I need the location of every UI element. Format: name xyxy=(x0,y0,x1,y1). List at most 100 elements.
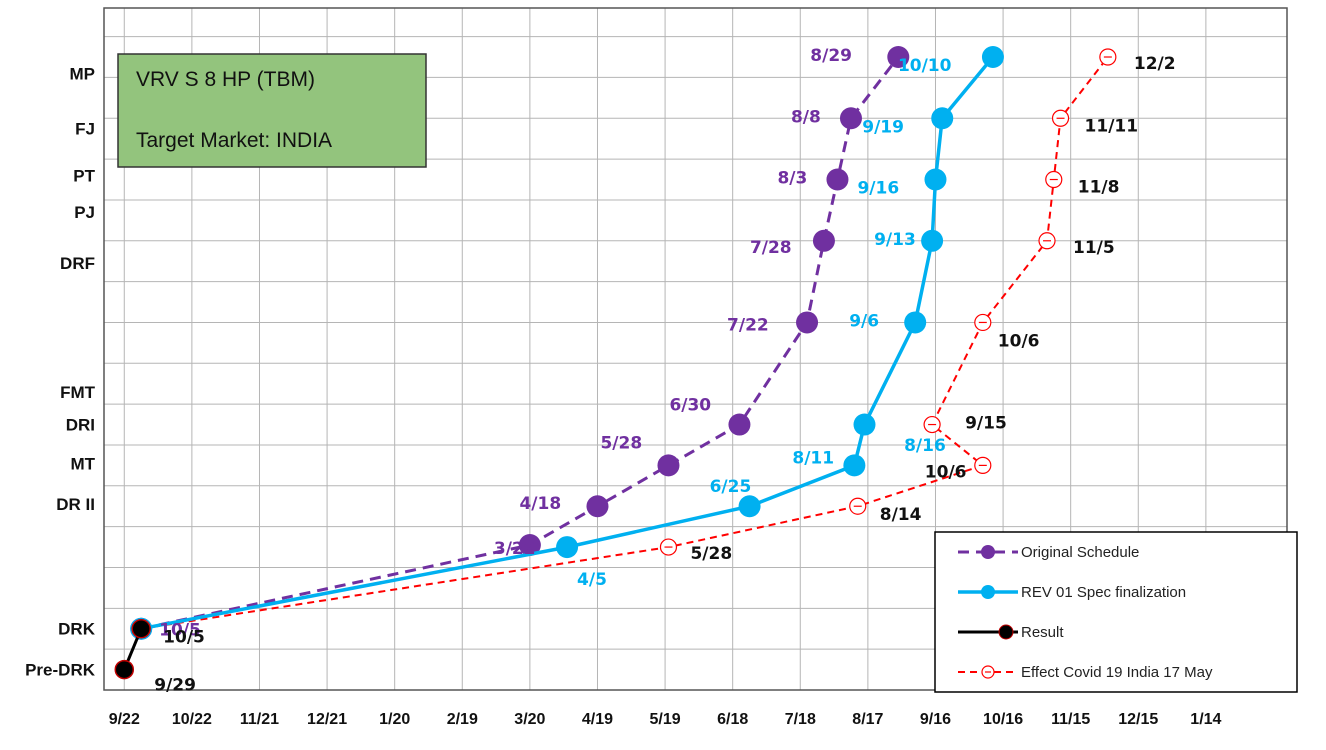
data-label-rev-01-spec-finalization: 10/10 xyxy=(898,56,952,76)
y-tick-label: FJ xyxy=(75,119,95,138)
data-label-rev-01-spec-finalization: 9/19 xyxy=(862,117,904,137)
data-label-original-schedule: 8/8 xyxy=(791,107,821,127)
x-tick-label: 11/15 xyxy=(1051,711,1090,728)
data-label-original-schedule: 8/3 xyxy=(777,169,807,189)
legend-marker xyxy=(981,545,995,559)
y-tick-label: Pre-DRK xyxy=(25,661,96,680)
data-label-original-schedule: 3/22 xyxy=(494,539,536,559)
y-tick-label: DRI xyxy=(66,416,95,435)
x-tick-label: 2/19 xyxy=(447,711,478,728)
y-axis-ticks: MP FJ PT PJ DRF FMT DRI MT DR II DRK Pre-DRK xyxy=(25,64,96,679)
data-label-effect-covid-19-india-17-may: 9/15 xyxy=(965,414,1007,434)
data-point-rev-01-spec-finalization xyxy=(921,229,944,252)
data-point-original-schedule xyxy=(586,495,609,518)
legend-label: REV 01 Spec finalization xyxy=(1021,584,1186,601)
data-point-original-schedule xyxy=(518,534,541,557)
y-tick-label: DRK xyxy=(58,620,96,639)
info-box-background xyxy=(117,53,427,168)
x-tick-label: 4/19 xyxy=(582,711,613,728)
data-point-rev-01-spec-finalization xyxy=(843,454,866,477)
data-point-rev-01-spec-finalization xyxy=(924,168,947,191)
data-label-original-schedule: 8/29 xyxy=(810,46,852,66)
y-tick-label: PJ xyxy=(74,203,95,222)
y-tick-label: DR II xyxy=(56,495,95,514)
x-tick-label: 8/17 xyxy=(852,711,883,728)
legend-label: Effect Covid 19 India 17 May xyxy=(1021,664,1213,681)
series-layer xyxy=(114,46,1117,680)
legend-marker xyxy=(998,624,1014,640)
data-point-rev-01-spec-finalization xyxy=(556,536,579,559)
data-point-original-schedule xyxy=(796,311,819,334)
series-line-original-schedule xyxy=(140,56,900,631)
data-label-effect-covid-19-india-17-may: 5/28 xyxy=(690,544,732,564)
x-tick-label: 12/15 xyxy=(1118,711,1158,728)
data-point-result xyxy=(131,618,151,639)
x-tick-label: 11/21 xyxy=(240,711,279,728)
data-label-original-schedule: 4/18 xyxy=(519,494,561,514)
data-point-rev-01-spec-finalization xyxy=(931,107,954,130)
data-label-original-schedule: 6/30 xyxy=(669,396,711,416)
data-label-rev-01-spec-finalization: 8/11 xyxy=(792,448,834,468)
data-point-original-schedule xyxy=(887,46,910,69)
data-point-original-schedule xyxy=(826,168,849,191)
legend-marker xyxy=(981,585,995,599)
series-line-rev-01-spec-finalization xyxy=(140,55,995,631)
data-point-original-schedule xyxy=(728,413,751,436)
x-tick-label: 1/20 xyxy=(379,711,410,728)
data-label-effect-covid-19-india-17-may: 10/6 xyxy=(998,331,1040,351)
x-tick-label: 10/22 xyxy=(172,711,212,728)
data-label-rev-01-spec-finalization: 4/5 xyxy=(577,570,607,590)
data-point-original-schedule xyxy=(812,229,835,252)
data-label-effect-covid-19-india-17-may: 11/8 xyxy=(1078,178,1120,198)
series-line-effect-covid-19-india-17-may xyxy=(141,56,1109,630)
data-point-original-schedule xyxy=(657,454,680,477)
data-label-effect-covid-19-india-17-may: 11/11 xyxy=(1085,116,1139,136)
data-label-rev-01-spec-finalization: 6/25 xyxy=(710,477,752,497)
info-box-line1: VRV S 8 HP (TBM) xyxy=(136,68,315,91)
data-label-original-schedule: 7/28 xyxy=(750,238,792,258)
legend-label: Result xyxy=(1021,624,1064,641)
data-label-effect-covid-19-india-17-may: 12/2 xyxy=(1134,54,1176,74)
data-label-original-schedule: 7/22 xyxy=(727,315,769,335)
data-label-original-schedule: 5/28 xyxy=(600,433,642,453)
x-tick-label: 5/19 xyxy=(650,711,681,728)
x-tick-label: 10/16 xyxy=(983,711,1023,728)
data-label-rev-01-spec-finalization: 9/6 xyxy=(849,311,879,331)
x-tick-label: 1/14 xyxy=(1190,711,1221,728)
data-label-extra: 8/16 xyxy=(904,436,946,456)
y-tick-label: PT xyxy=(73,166,95,185)
data-point-rev-01-spec-finalization xyxy=(904,311,927,334)
legend-frame xyxy=(934,531,1298,693)
data-label-original-schedule: 10/5 xyxy=(159,621,201,641)
data-label-effect-covid-19-india-17-may: 10/6 xyxy=(925,462,967,482)
data-point-original-schedule xyxy=(839,107,862,130)
data-label-effect-covid-19-india-17-may: 8/14 xyxy=(880,505,922,525)
x-tick-label: 9/16 xyxy=(920,711,951,728)
data-point-result xyxy=(114,659,135,680)
data-label-result: 10/5 xyxy=(163,628,205,648)
x-axis-ticks: 9/22 10/22 11/21 12/21 1/20 2/19 3/20 4/19 5/19 6… xyxy=(109,711,1222,728)
y-tick-label: FMT xyxy=(60,383,96,402)
info-box-line2: Target Market: INDIA xyxy=(136,129,332,152)
data-label-rev-01-spec-finalization: 9/13 xyxy=(874,230,916,250)
chart-legend: Original Schedule REV 01 Spec finalizatio… xyxy=(934,531,1298,693)
legend-label: Original Schedule xyxy=(1021,544,1139,561)
y-tick-label: MT xyxy=(70,454,95,473)
x-tick-label: 9/22 xyxy=(109,711,140,728)
data-point-rev-01-spec-finalization xyxy=(738,495,761,518)
x-tick-label: 3/20 xyxy=(514,711,545,728)
info-box: VRV S 8 HP (TBM) Target Market: INDIA xyxy=(117,53,427,168)
data-labels: 10/5 3/22 4/18 5/28 6/30 7/22 7/28 8/3 8/8 8/29 4/… xyxy=(154,46,1175,696)
x-tick-label: 7/18 xyxy=(785,711,816,728)
data-point-rev-01-spec-finalization xyxy=(981,46,1004,69)
y-tick-label: DRF xyxy=(60,254,95,273)
y-tick-label: MP xyxy=(70,64,96,83)
plot-frame xyxy=(103,7,1288,691)
data-label-result: 9/29 xyxy=(154,676,196,696)
data-label-effect-covid-19-india-17-may: 11/5 xyxy=(1073,238,1115,258)
data-label-rev-01-spec-finalization: 9/16 xyxy=(857,179,899,199)
x-tick-label: 6/18 xyxy=(717,711,748,728)
x-tick-label: 12/21 xyxy=(307,711,347,728)
data-point-rev-01-spec-finalization xyxy=(853,413,876,436)
